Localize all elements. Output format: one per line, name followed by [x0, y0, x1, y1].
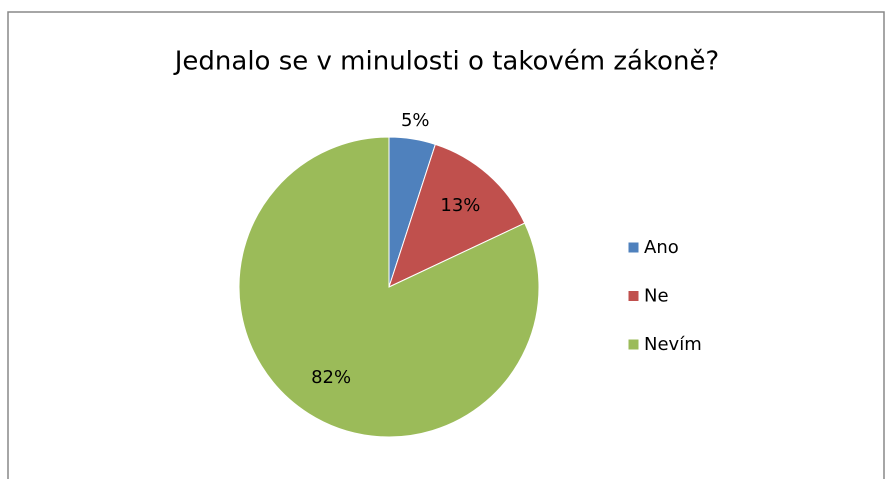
legend-swatch — [627, 241, 640, 254]
data-label: 13% — [440, 195, 480, 216]
pie-slice — [388, 143, 526, 288]
data-label: 82% — [311, 367, 351, 388]
chart-title: Jednalo se v minulosti o takovém zákoně? — [173, 47, 720, 77]
data-label: 5% — [401, 110, 430, 131]
chart-border — [7, 11, 885, 479]
legend-label: Ano — [644, 237, 679, 258]
legend-swatch — [627, 290, 640, 302]
pie-slice — [238, 136, 540, 438]
legend-label: Nevím — [644, 334, 702, 355]
legend-label: Ne — [644, 286, 669, 307]
legend-swatch — [627, 338, 640, 351]
